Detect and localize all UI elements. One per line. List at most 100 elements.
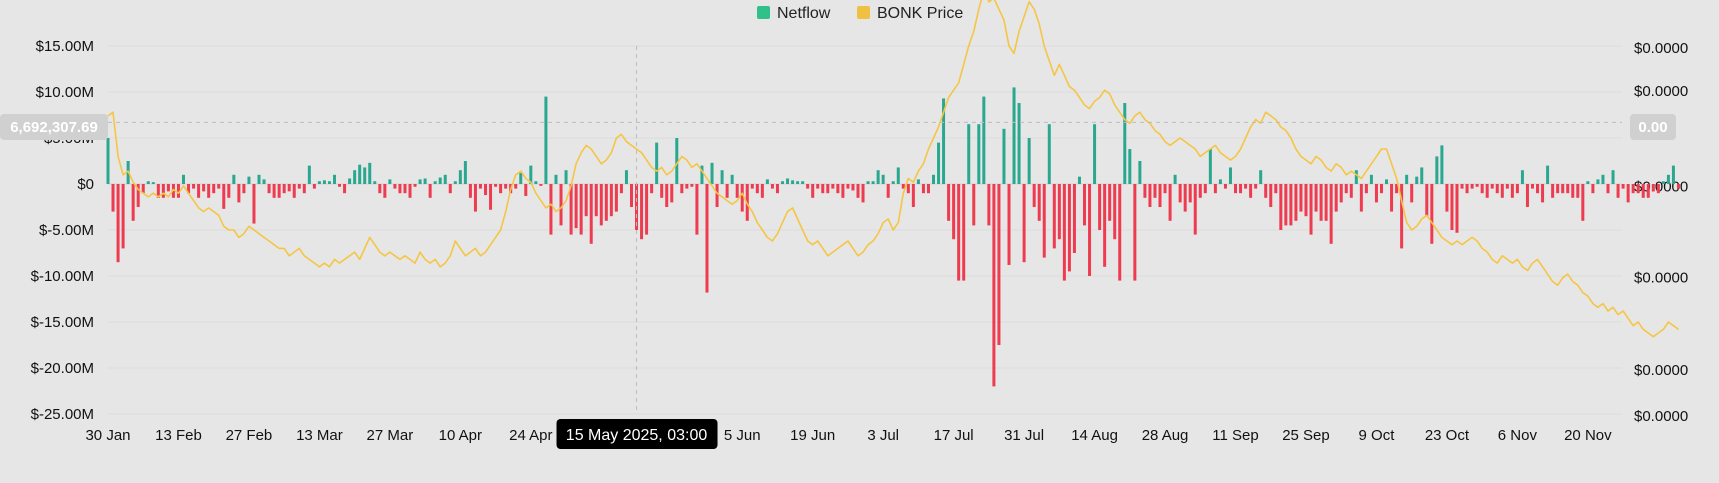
netflow-bar xyxy=(1329,184,1333,244)
netflow-bar xyxy=(453,181,457,184)
netflow-bar xyxy=(826,184,830,194)
crosshair-left-value: 6,692,307.69 xyxy=(10,119,98,136)
netflow-bar xyxy=(589,184,593,244)
netflow-bar xyxy=(1616,184,1620,198)
netflow-bar xyxy=(584,184,588,217)
netflow-bar xyxy=(1083,184,1087,226)
legend-netflow[interactable]: Netflow xyxy=(757,5,831,22)
netflow-bar xyxy=(1505,184,1509,189)
netflow-bar xyxy=(363,167,367,184)
netflow-bar xyxy=(690,184,694,187)
netflow-bar xyxy=(846,184,850,189)
netflow-bar xyxy=(599,184,603,226)
x-axis-tick-label: 27 Feb xyxy=(226,427,273,444)
netflow-bar xyxy=(1465,184,1469,194)
crosshair: 6,692,307.69 0.00 15 May 2025, 03:00 xyxy=(0,46,1676,449)
netflow-bar xyxy=(765,179,769,184)
netflow-bar xyxy=(272,184,276,198)
netflow-bar xyxy=(1183,184,1187,212)
netflow-bar xyxy=(564,170,568,184)
netflow-bar xyxy=(821,184,825,194)
netflow-bar xyxy=(1077,176,1081,184)
netflow-bar xyxy=(1621,184,1625,189)
netflow-bar xyxy=(670,184,674,203)
netflow-bar xyxy=(1037,184,1041,221)
netflow-bar xyxy=(1007,184,1011,265)
right-axis-ticks: $0.0000$0.0000$0.0000$0.0000$0.0000$0.00… xyxy=(1634,40,1688,425)
netflow-bar xyxy=(252,184,256,224)
netflow-bar xyxy=(398,184,402,194)
netflow-bar xyxy=(926,184,930,194)
legend-bonk-price[interactable]: BONK Price xyxy=(857,5,963,22)
netflow-bar xyxy=(1062,184,1066,281)
netflow-bar xyxy=(232,174,236,184)
x-axis-tick-label: 30 Jan xyxy=(85,427,130,444)
netflow-bar xyxy=(594,184,598,217)
netflow-bar xyxy=(891,181,895,184)
netflow-bar xyxy=(1596,179,1600,184)
netflow-bar xyxy=(1032,184,1036,207)
crosshair-date-badge xyxy=(556,419,718,449)
netflow-bar xyxy=(514,184,518,189)
netflow-bar xyxy=(1405,174,1409,184)
netflow-bar xyxy=(207,184,211,198)
crosshair-date-label: 15 May 2025, 03:00 xyxy=(566,427,708,444)
netflow-bar xyxy=(1671,165,1675,184)
netflow-bar xyxy=(1450,184,1454,230)
netflow-bar xyxy=(1475,184,1479,187)
netflow-bar xyxy=(579,184,583,235)
netflow-bar xyxy=(967,124,971,184)
x-axis-tick-label: 13 Feb xyxy=(155,427,202,444)
netflow-bar xyxy=(851,184,855,191)
netflow-bar xyxy=(413,184,417,187)
netflow-bar xyxy=(952,184,956,240)
netflow-bar xyxy=(312,184,316,189)
netflow-bar xyxy=(775,184,779,194)
netflow-bar xyxy=(1168,184,1172,221)
netflow-bar xyxy=(866,181,870,184)
netflow-bar xyxy=(1108,184,1112,221)
netflow-bar xyxy=(937,142,941,184)
netflow-bar xyxy=(962,184,966,281)
netflow-bar xyxy=(1379,184,1383,194)
netflow-bar xyxy=(539,184,543,186)
netflow-bar xyxy=(1067,184,1071,272)
netflow-bar xyxy=(1249,184,1253,198)
netflow-bar xyxy=(811,184,815,198)
netflow-bar xyxy=(478,184,482,189)
netflow-bar xyxy=(559,184,563,226)
netflow-bar xyxy=(972,184,976,226)
netflow-bar xyxy=(468,184,472,198)
netflow-bar xyxy=(957,184,961,281)
netflow-bar xyxy=(428,184,432,198)
netflow-bar xyxy=(760,184,764,198)
legend-bonk-price-label: BONK Price xyxy=(877,5,963,22)
netflow-bar xyxy=(1525,184,1529,207)
netflow-bar xyxy=(1631,184,1635,194)
netflow-bar xyxy=(770,184,774,189)
netflow-bar xyxy=(655,142,659,184)
netflow-bar xyxy=(660,184,664,198)
netflow-bar xyxy=(388,179,392,184)
netflow-bar xyxy=(1364,184,1368,194)
netflow-bar xyxy=(1385,179,1389,184)
netflow-bar xyxy=(1661,181,1665,184)
netflow-bar xyxy=(297,184,301,189)
netflow-bar xyxy=(1319,184,1323,221)
netflow-bar xyxy=(1123,103,1127,184)
netflow-bar xyxy=(146,181,150,184)
netflow-bar xyxy=(1188,184,1192,203)
netflow-bar xyxy=(1530,184,1534,189)
netflow-bar xyxy=(1264,184,1268,198)
netflow-bar xyxy=(192,184,196,189)
netflow-bar xyxy=(801,181,805,184)
netflow-bar xyxy=(106,138,110,184)
netflow-bar xyxy=(1601,174,1605,184)
netflow-bar xyxy=(343,184,347,194)
x-axis-tick-label: 31 Jul xyxy=(1004,427,1044,444)
netflow-bar xyxy=(393,184,397,189)
netflow-bar xyxy=(1495,184,1499,194)
netflow-bar xyxy=(217,184,221,189)
netflow-bar xyxy=(987,184,991,226)
netflow-bar xyxy=(111,184,115,212)
